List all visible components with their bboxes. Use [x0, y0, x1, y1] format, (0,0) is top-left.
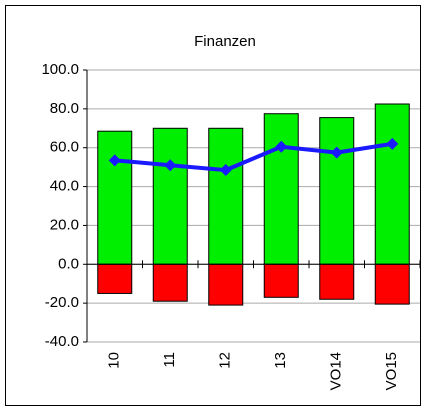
- y-tick-label: 40.0: [50, 178, 79, 195]
- bar: [263, 263, 299, 298]
- y-tick-label: 100.0: [41, 61, 79, 78]
- y-tick-label: 60.0: [50, 139, 79, 156]
- marker: [330, 146, 343, 159]
- bar: [97, 130, 133, 265]
- bar: [97, 263, 133, 294]
- x-tick-label: 12: [217, 352, 234, 369]
- marker: [219, 164, 232, 177]
- bar: [374, 103, 410, 265]
- x-tick-label: 13: [272, 352, 289, 369]
- y-tick-label: 0.0: [58, 255, 79, 272]
- marker: [164, 159, 177, 172]
- chart-title: Finanzen: [194, 33, 256, 50]
- y-tick-label: 80.0: [50, 100, 79, 117]
- y-tick-label: -40.0: [45, 333, 79, 350]
- bar: [208, 263, 244, 306]
- y-tick-label: -20.0: [45, 294, 79, 311]
- bar: [152, 263, 188, 302]
- bar: [374, 263, 410, 305]
- marker: [275, 140, 288, 153]
- marker: [108, 154, 121, 167]
- bar: [263, 113, 299, 265]
- x-tick-label: VO15: [383, 352, 400, 390]
- bar: [319, 117, 355, 265]
- x-tick-label: VO14: [328, 352, 345, 390]
- marker: [386, 137, 399, 150]
- y-tick-label: 20.0: [50, 216, 79, 233]
- x-tick-label: 11: [161, 352, 178, 368]
- x-tick-label: 10: [106, 352, 123, 369]
- bar: [152, 127, 188, 265]
- bar: [208, 127, 244, 265]
- bar: [319, 263, 355, 300]
- line: [114, 141, 393, 173]
